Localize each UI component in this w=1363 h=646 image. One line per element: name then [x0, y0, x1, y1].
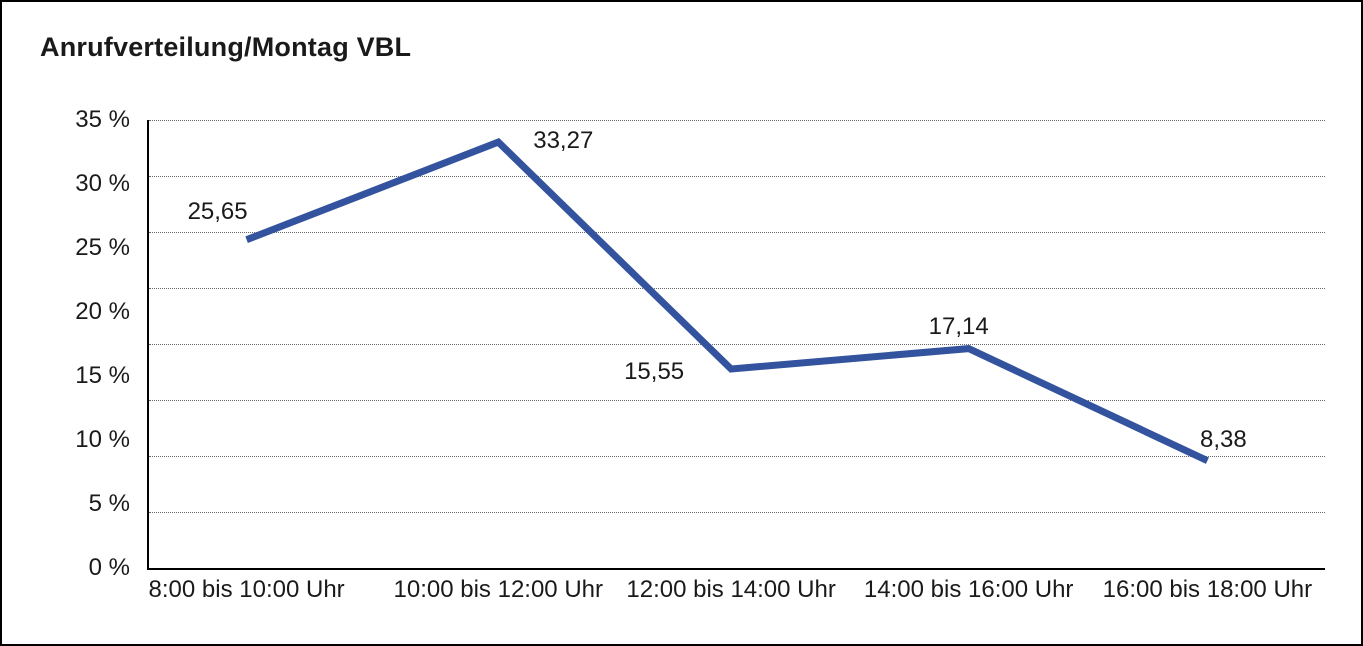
y-tick-label: 25 % [75, 234, 130, 261]
gridline [149, 400, 1325, 401]
data-line-svg [245, 138, 1209, 464]
point-value-label: 25,65 [187, 197, 248, 225]
data-series-line [245, 138, 1209, 464]
x-tick-label: 10:00 bis 12:00 Uhr [393, 576, 604, 603]
y-tick-label: 15 % [75, 362, 130, 389]
gridline [149, 288, 1325, 289]
x-axis-line [147, 568, 1325, 570]
gridline [149, 176, 1325, 177]
point-value-label: 8,38 [1200, 425, 1247, 453]
gridline [149, 512, 1325, 513]
y-tick-label: 20 % [75, 298, 130, 325]
x-tick-label: 14:00 bis 16:00 Uhr [863, 576, 1074, 603]
y-tick-label: 10 % [75, 426, 130, 453]
y-axis-line [147, 120, 149, 568]
gridline [149, 120, 1325, 121]
gridline [149, 456, 1325, 457]
point-value-label: 17,14 [928, 312, 989, 340]
gridline [149, 232, 1325, 233]
x-tick-label: 8:00 bis 10:00 Uhr [148, 576, 345, 603]
point-value-label: 33,27 [533, 127, 594, 155]
y-tick-label: 5 % [88, 490, 130, 517]
y-tick-label: 0 % [88, 554, 130, 581]
point-value-label: 15,55 [624, 357, 685, 385]
y-tick-label: 35 % [75, 106, 130, 133]
gridline [149, 344, 1325, 345]
chart-title: Anrufverteilung/Montag VBL [40, 32, 412, 62]
y-tick-label: 30 % [75, 170, 130, 197]
x-tick-label: 12:00 bis 14:00 Uhr [626, 576, 836, 603]
x-tick-label: 16:00 bis 18:00 Uhr [1102, 576, 1313, 603]
plot-area [147, 120, 1325, 570]
